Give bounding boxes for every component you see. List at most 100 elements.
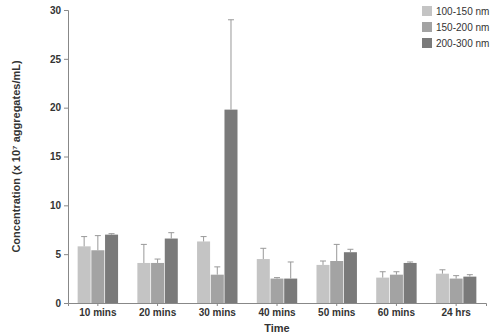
marks bbox=[78, 20, 477, 303]
axis-line bbox=[69, 304, 487, 307]
tick-mark bbox=[64, 303, 68, 304]
error-stem bbox=[157, 259, 158, 263]
error-stem bbox=[263, 248, 264, 259]
error-bar bbox=[334, 244, 340, 261]
error-stem bbox=[230, 20, 231, 110]
error-bar bbox=[320, 261, 326, 265]
error-cap bbox=[81, 236, 87, 237]
chart: 05101520253010 mins20 mins30 mins40 mins… bbox=[0, 0, 500, 336]
bar bbox=[91, 250, 104, 303]
error-cap bbox=[334, 244, 340, 245]
bar bbox=[257, 259, 270, 303]
error-bar bbox=[274, 277, 280, 279]
error-cap bbox=[155, 259, 161, 260]
y-axis: 051015202530 bbox=[50, 5, 69, 309]
error-bar bbox=[288, 262, 294, 279]
tick: 20 mins bbox=[139, 303, 177, 318]
tick-label: 10 bbox=[50, 200, 62, 211]
error-cap bbox=[288, 261, 294, 262]
bar bbox=[224, 110, 237, 303]
tick-label: 15 bbox=[50, 151, 62, 162]
error-bar bbox=[155, 259, 161, 263]
error-stem bbox=[323, 261, 324, 265]
tick-mark bbox=[64, 205, 68, 206]
error-cap bbox=[453, 275, 459, 276]
legend: 100-150 nm 150-200 nm 200-300 nm bbox=[422, 6, 489, 49]
bar bbox=[404, 263, 417, 303]
legend-label: 200-300 nm bbox=[436, 38, 489, 49]
tick: 30 mins bbox=[199, 303, 237, 318]
tick-label: 20 bbox=[50, 102, 62, 113]
legend-label: 150-200 nm bbox=[436, 22, 489, 33]
axis-line bbox=[64, 11, 69, 304]
legend-item: 100-150 nm bbox=[422, 6, 489, 17]
error-cap bbox=[439, 269, 445, 270]
tick: 40 mins bbox=[258, 303, 296, 318]
bar bbox=[137, 263, 150, 303]
bar bbox=[211, 275, 224, 303]
bar bbox=[436, 274, 449, 303]
error-bar bbox=[109, 233, 115, 235]
legend-item: 150-200 nm bbox=[422, 22, 489, 33]
error-bar bbox=[439, 270, 445, 274]
error-stem bbox=[442, 270, 443, 274]
bar bbox=[344, 252, 357, 303]
tick-label: 60 mins bbox=[378, 307, 416, 318]
tick-mark bbox=[64, 59, 68, 60]
error-cap bbox=[393, 271, 399, 272]
y-axis-title: Concentration (x 10⁷ aggregates/mL) bbox=[10, 60, 22, 253]
bar bbox=[197, 241, 210, 303]
error-stem bbox=[97, 236, 98, 251]
tick-label: 24 hrs bbox=[441, 307, 471, 318]
tick-mark bbox=[336, 303, 337, 306]
error-stem bbox=[290, 262, 291, 279]
legend-swatch bbox=[422, 6, 432, 16]
error-stem bbox=[382, 272, 383, 278]
error-stem bbox=[217, 267, 218, 275]
tick: 20 bbox=[50, 102, 68, 113]
error-bar bbox=[393, 272, 399, 275]
bar bbox=[390, 275, 403, 303]
error-cap bbox=[95, 235, 101, 236]
tick: 30 bbox=[50, 5, 68, 16]
error-stem bbox=[143, 244, 144, 263]
error-cap bbox=[467, 274, 473, 275]
tick-mark bbox=[217, 303, 218, 306]
error-stem bbox=[171, 233, 172, 239]
tick-label: 10 mins bbox=[79, 307, 117, 318]
tick: 15 bbox=[50, 151, 68, 162]
tick-label: 0 bbox=[55, 298, 61, 309]
tick-label: 50 mins bbox=[318, 307, 356, 318]
x-axis-title: Time bbox=[264, 322, 289, 334]
series bbox=[91, 236, 462, 303]
tick-label: 20 mins bbox=[139, 307, 177, 318]
error-cap bbox=[407, 261, 413, 262]
tick: 24 hrs bbox=[441, 303, 471, 318]
error-cap bbox=[141, 244, 147, 245]
bar bbox=[376, 278, 389, 303]
tick-mark bbox=[157, 303, 158, 306]
tick-label: 30 bbox=[50, 5, 62, 16]
series bbox=[78, 237, 449, 303]
error-bar bbox=[407, 261, 413, 263]
error-bar bbox=[380, 272, 386, 278]
bar bbox=[330, 261, 343, 303]
error-cap bbox=[168, 232, 174, 233]
error-stem bbox=[203, 237, 204, 242]
bar bbox=[105, 235, 118, 303]
tick-mark bbox=[64, 254, 68, 255]
tick: 60 mins bbox=[378, 303, 416, 318]
error-cap bbox=[380, 271, 386, 272]
legend-label: 100-150 nm bbox=[436, 6, 489, 17]
tick-mark bbox=[456, 303, 457, 306]
bar bbox=[78, 246, 91, 303]
bar bbox=[165, 239, 178, 303]
tick: 50 mins bbox=[318, 303, 356, 318]
legend-swatch bbox=[422, 22, 432, 32]
x-axis: 10 mins 20 mins 30 mins 40 mins 50 mins 60 mi… bbox=[69, 303, 487, 318]
error-cap bbox=[274, 277, 280, 278]
bar bbox=[450, 279, 463, 303]
error-bar bbox=[214, 267, 220, 275]
error-cap bbox=[320, 261, 326, 262]
error-bar bbox=[141, 244, 147, 263]
